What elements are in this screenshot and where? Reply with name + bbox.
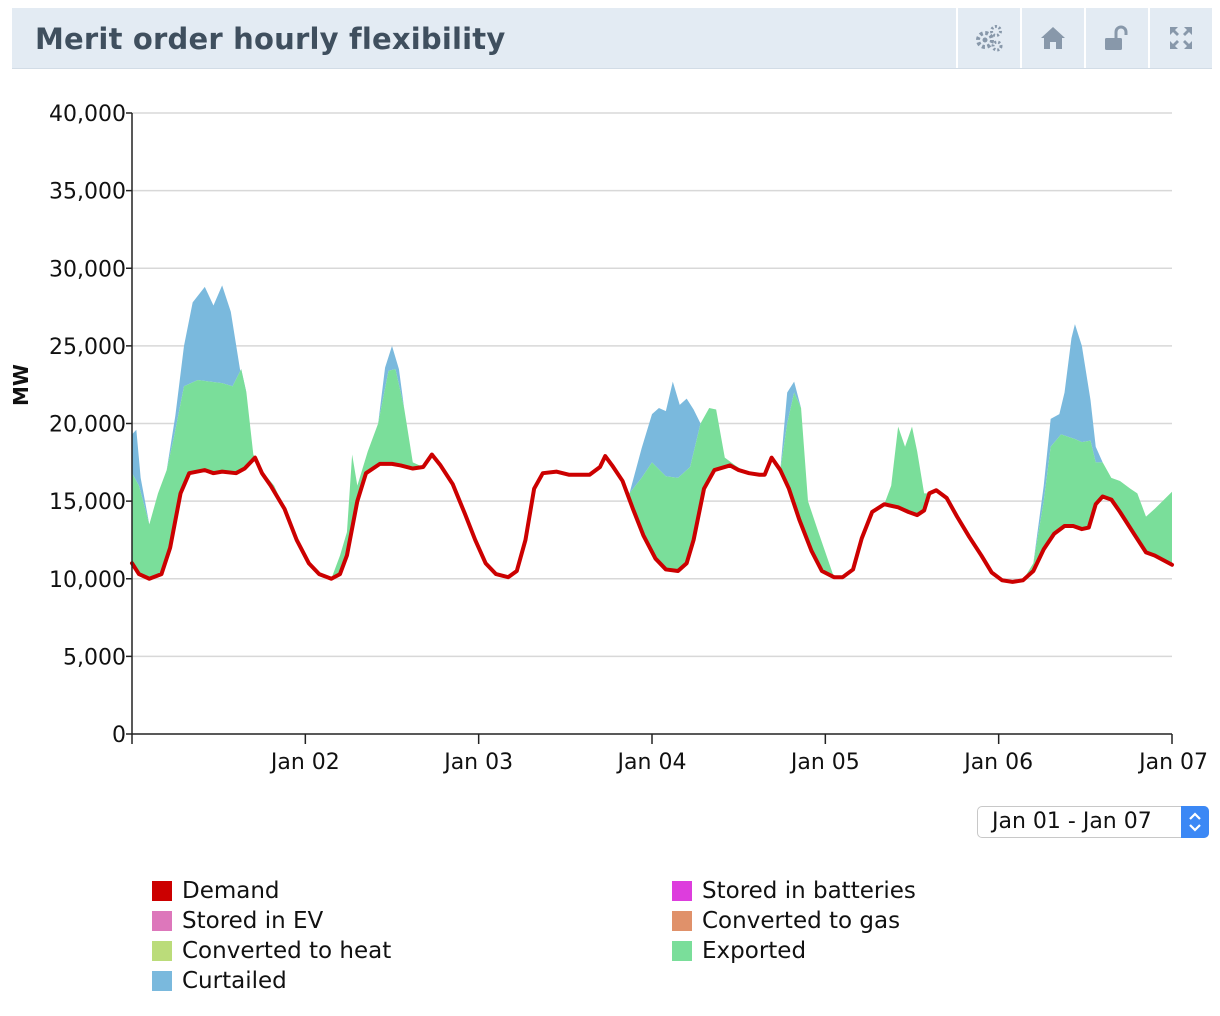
legend-item-stored-in-batteries[interactable]: Stored in batteries — [672, 876, 916, 906]
legend-label: Curtailed — [182, 968, 287, 994]
chart-legend: Demand Stored in batteries Stored in EV … — [152, 876, 1192, 1002]
demand-line — [130, 452, 1174, 584]
date-range-select[interactable]: Jan 01 - Jan 07 — [977, 806, 1209, 838]
y-tick-label: 30,000 — [49, 257, 126, 282]
legend-item-converted-to-gas[interactable]: Converted to gas — [672, 906, 900, 936]
y-tick-label: 10,000 — [49, 568, 126, 593]
legend-swatch — [152, 971, 172, 991]
grid-lines — [132, 112, 1172, 658]
unlock-icon — [1105, 25, 1128, 50]
legend-item-converted-to-heat[interactable]: Converted to heat — [152, 936, 391, 966]
legend-label: Converted to gas — [702, 908, 901, 934]
home-button[interactable] — [1020, 8, 1084, 68]
y-axis-label: MW — [9, 364, 33, 406]
x-tick-label: Jan 03 — [442, 750, 513, 775]
y-tick-label: 0 — [112, 723, 126, 748]
home-icon — [1041, 27, 1065, 49]
chart-header: Merit order hourly flexibility — [12, 8, 1212, 69]
legend-swatch — [152, 881, 172, 901]
fullscreen-button[interactable] — [1148, 8, 1212, 68]
x-tick-label: Jan 05 — [789, 750, 860, 775]
x-tick-label: Jan 04 — [616, 750, 687, 775]
legend-label: Converted to heat — [182, 938, 392, 964]
flexibility-chart: 0 5,000 10,000 15,000 20,000 25,000 30,000 35,0… — [9, 102, 1208, 775]
legend-item-exported[interactable]: Exported — [672, 936, 806, 966]
y-tick-label: 25,000 — [49, 335, 126, 360]
x-tick-label: Jan 07 — [1137, 750, 1208, 775]
y-tick-label: 5,000 — [63, 645, 126, 670]
legend-swatch — [672, 911, 692, 931]
legend-swatch — [152, 941, 172, 961]
y-tick-label: 40,000 — [49, 102, 126, 127]
y-tick-label: 15,000 — [49, 490, 126, 515]
legend-swatch — [152, 911, 172, 931]
select-arrows-icon — [1181, 806, 1209, 838]
axes: 0 5,000 10,000 15,000 20,000 25,000 30,000 35,0… — [49, 102, 1208, 775]
exported-area — [132, 369, 1172, 582]
curtailed-area — [132, 285, 1172, 582]
legend-label: Stored in batteries — [702, 878, 916, 904]
x-tick-label: Jan 02 — [269, 750, 340, 775]
expand-icon — [1170, 27, 1192, 49]
demand-line-layer — [130, 452, 1174, 584]
settings-button[interactable] — [956, 8, 1020, 68]
legend-label: Exported — [702, 938, 807, 964]
legend-item-demand[interactable]: Demand — [152, 876, 280, 906]
y-tick-label: 35,000 — [49, 180, 126, 205]
x-tick-label: Jan 06 — [962, 750, 1033, 775]
legend-item-stored-in-ev[interactable]: Stored in EV — [152, 906, 323, 936]
legend-label: Demand — [182, 878, 280, 904]
chart-title: Merit order hourly flexibility — [35, 22, 506, 56]
stacked-areas — [132, 285, 1172, 582]
legend-label: Stored in EV — [182, 908, 324, 934]
legend-swatch — [672, 941, 692, 961]
date-range-value: Jan 01 - Jan 07 — [992, 809, 1152, 834]
y-tick-label: 20,000 — [49, 413, 126, 438]
gears-icon — [976, 25, 1003, 52]
legend-swatch — [672, 881, 692, 901]
legend-item-curtailed[interactable]: Curtailed — [152, 966, 287, 996]
lock-button[interactable] — [1084, 8, 1148, 68]
